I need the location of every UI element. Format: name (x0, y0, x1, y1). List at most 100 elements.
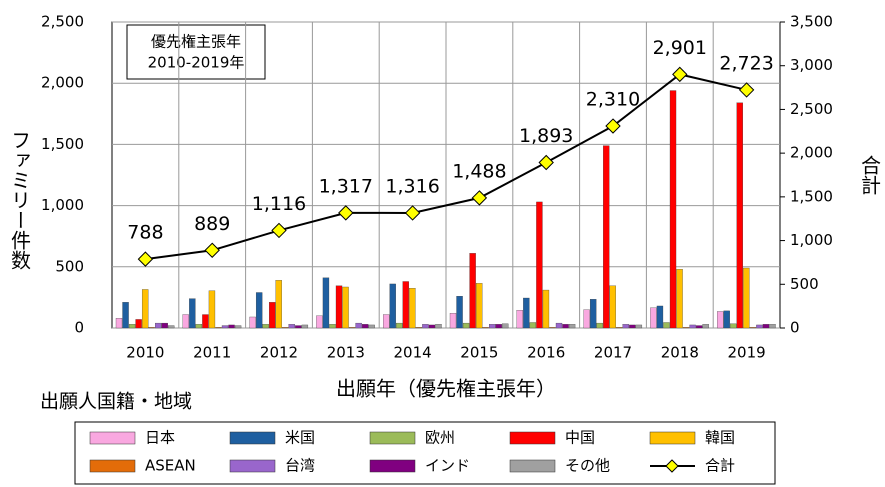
bar (221, 325, 229, 329)
data-label: 1,116 (252, 193, 306, 215)
x-tick-label: 2018 (661, 344, 699, 362)
legend-label: 米国 (285, 429, 315, 447)
legend-swatch (369, 459, 416, 473)
legend-label: 合計 (705, 457, 735, 475)
legend-label: 欧州 (425, 429, 455, 447)
bar (282, 327, 289, 329)
bar (482, 327, 489, 329)
bar (663, 322, 670, 329)
bar (456, 296, 463, 329)
legend-label: 日本 (145, 429, 175, 447)
bar (262, 324, 269, 329)
y2-axis-title: 合計 (858, 155, 882, 195)
bar (215, 327, 222, 329)
bar (189, 298, 196, 329)
bar (695, 325, 703, 329)
marker (404, 205, 421, 221)
legend-title: 出願人国籍・地域 (40, 391, 192, 413)
bar (676, 269, 683, 329)
legend-swatch (509, 431, 556, 445)
data-label: 1,317 (319, 175, 373, 197)
y2-tick-label: 3,000 (790, 56, 833, 74)
bar (762, 324, 770, 329)
bar (555, 322, 563, 329)
legend-label: インド (425, 457, 470, 475)
bar (502, 323, 509, 329)
bar (316, 315, 323, 329)
x-tick-label: 2013 (327, 344, 365, 362)
y2-tick-label: 2,000 (790, 144, 833, 162)
chart-title: 2010-2019年 (148, 54, 245, 72)
legend-label: 中国 (565, 429, 595, 447)
legend-swatch (229, 459, 276, 473)
x-tick-label: 2010 (126, 344, 164, 362)
y2-tick-label: 1,000 (790, 231, 833, 249)
bar (295, 325, 302, 329)
x-tick-label: 2017 (594, 344, 632, 362)
bar (769, 324, 776, 329)
bar (568, 324, 576, 329)
marker (738, 82, 755, 98)
y2-tick-label: 1,500 (790, 187, 833, 205)
marker (672, 66, 688, 83)
bar (195, 324, 203, 329)
legend-label: その他 (565, 457, 610, 475)
data-label: 2,723 (719, 52, 773, 74)
marker (137, 251, 154, 267)
data-label: 788 (127, 222, 163, 244)
bar (723, 310, 730, 329)
bar (596, 322, 603, 329)
legend-label: 韓国 (705, 429, 735, 447)
data-label: 1,893 (519, 125, 573, 147)
bar (428, 324, 436, 329)
marker (338, 205, 354, 221)
bar (415, 327, 423, 329)
bar (234, 325, 242, 329)
bar (529, 322, 537, 329)
data-label: 2,310 (586, 89, 640, 111)
bar (128, 324, 136, 329)
legend-swatch (229, 431, 276, 445)
bar (736, 102, 743, 329)
bar (495, 324, 502, 329)
bar (168, 325, 175, 329)
x-tick-label: 2014 (394, 344, 432, 362)
data-label: 889 (194, 213, 230, 235)
bar (603, 145, 610, 329)
bar (368, 324, 375, 329)
marker (471, 190, 488, 206)
bar (609, 285, 616, 329)
y-axis-title: ファミリー件数 (8, 130, 32, 270)
bar (469, 253, 476, 329)
bar (475, 283, 483, 329)
chart-title: 優先権主張年 (151, 33, 241, 51)
y-tick-label: 2,500 (41, 13, 84, 31)
title-box (126, 24, 266, 80)
bar (409, 288, 416, 329)
bar (402, 281, 409, 329)
bar (422, 324, 429, 329)
marker (605, 118, 621, 134)
bar (629, 324, 636, 329)
legend-swatch (89, 459, 136, 473)
y-tick-label: 1,000 (41, 196, 84, 214)
data-label: 2,901 (653, 37, 707, 59)
bar (523, 297, 530, 329)
bar (717, 311, 724, 329)
legend-swatch (369, 431, 416, 445)
bar (228, 324, 235, 329)
bar (335, 285, 343, 329)
y-tick-label: 2,000 (41, 74, 84, 92)
x-tick-label: 2016 (527, 344, 565, 362)
bar (536, 201, 543, 329)
bar (342, 286, 349, 329)
bar (589, 299, 597, 329)
data-label: 1,488 (452, 160, 506, 182)
bar (749, 327, 757, 329)
marker (271, 222, 287, 239)
bar (148, 327, 155, 329)
bar (462, 322, 470, 329)
bar (489, 324, 496, 329)
bar (656, 305, 664, 329)
